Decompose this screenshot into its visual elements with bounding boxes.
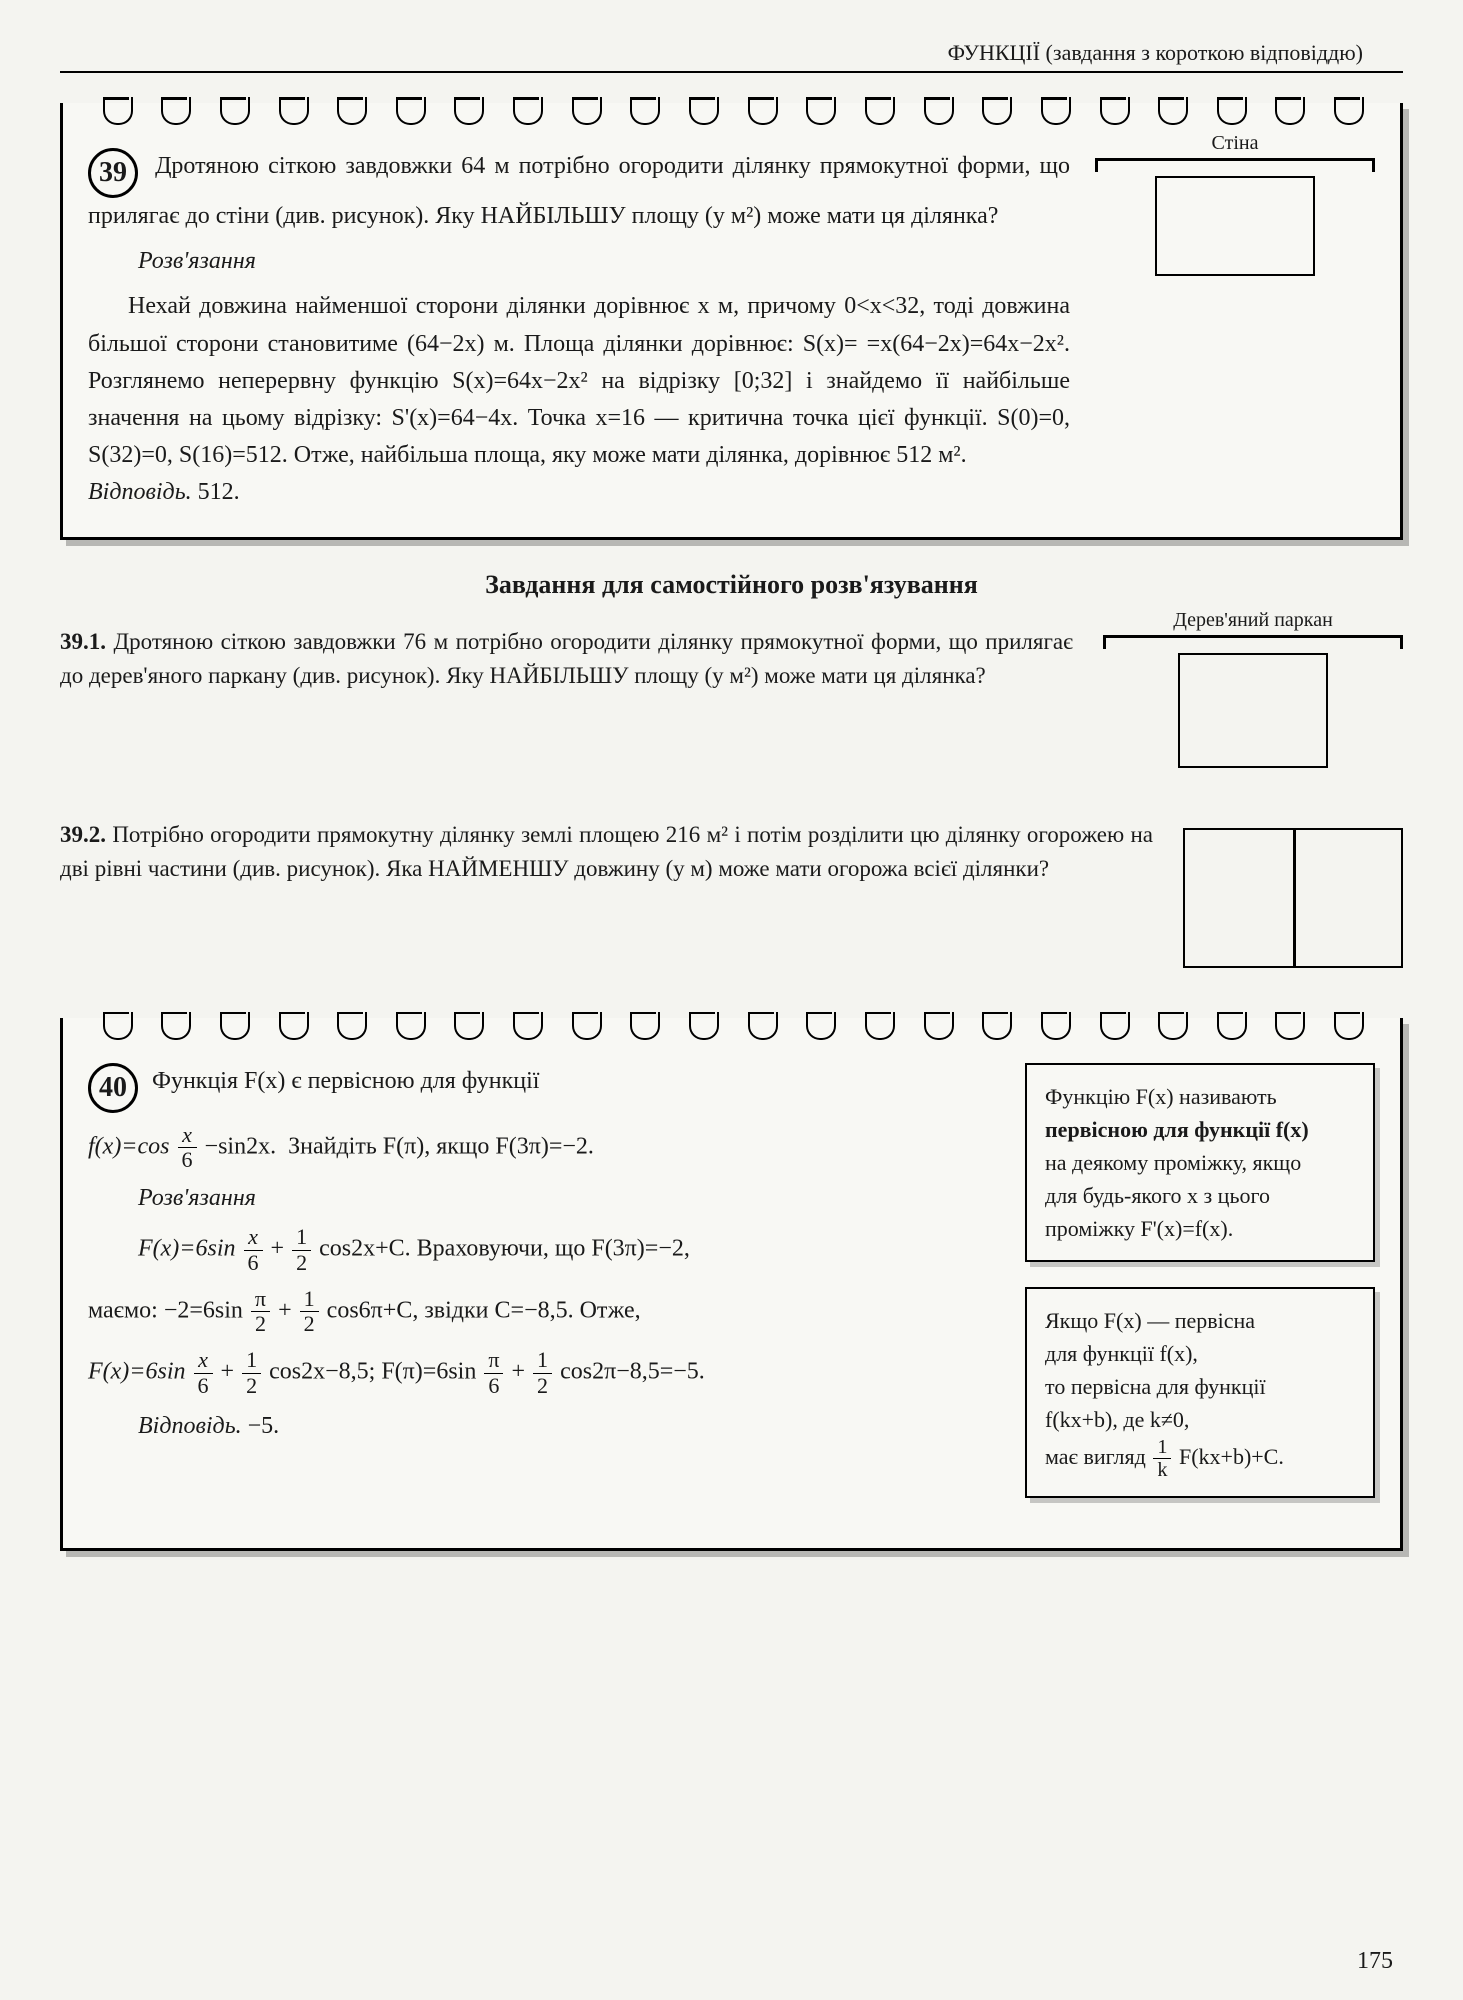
problem-39-1-number: 39.1. [60,629,106,654]
answer-label: Відповідь. [88,479,192,505]
note1-l2: первісною для функції f(x) [1045,1117,1309,1142]
problem-39-1-text: Дротяною сіткою завдовжки 76 м потрібно … [60,629,1073,689]
problem-39-2: 39.2. Потрібно огородити прямокутну діля… [60,818,1403,993]
problem-39-answer: 512. [198,479,240,505]
note2-l1: Якщо F(x) — первісна [1045,1304,1355,1337]
note-box-2: Якщо F(x) — первісна для функції f(x), т… [1025,1287,1375,1499]
section-title: Завдання для самостійного розв'язування [60,570,1403,600]
note1-l5: проміжку F'(x)=f(x). [1045,1212,1355,1245]
problem-40-statement-prefix: Функція F(x) є первісною для функції [152,1068,539,1094]
figure-39: Стіна [1095,158,1375,276]
page-number: 175 [1357,1948,1393,1975]
problem-39-statement: Дротяною сіткою завдовжки 64 м потрібно … [88,153,1070,229]
solution-label: Розв'язання [138,243,1070,280]
problem-number-40: 40 [88,1063,138,1113]
note2-l5: має вигляд 1k F(kx+b)+C. [1045,1436,1355,1482]
note1-l1: Функцію F(x) називають [1045,1080,1355,1113]
header-subtitle: (завдання з короткою відповіддю) [1046,40,1363,65]
problem-40-box: Функцію F(x) називають первісною для фун… [60,1018,1403,1552]
problem-39-solution: Нехай довжина найменшої сторони ділянки … [88,288,1070,474]
spiral-binding [63,1000,1400,1036]
note1-l3: на деякому проміжку, якщо [1045,1146,1355,1179]
problem-40-answer: −5. [248,1413,280,1439]
figure-39-1: Дерев'яний паркан [1103,635,1403,768]
problem-39-box: 39 Дротяною сіткою завдовжки 64 м потріб… [60,103,1403,540]
note2-l3: то первісна для функції [1045,1370,1355,1403]
problem-39-2-number: 39.2. [60,822,106,847]
note2-l4: f(kx+b), де k≠0, [1045,1403,1355,1436]
figure-39-2 [1183,828,1403,968]
problem-39-1: 39.1. Дротяною сіткою завдовжки 76 м пот… [60,625,1403,793]
figure-39-label: Стіна [1212,132,1259,154]
problem-number-39: 39 [88,148,138,198]
header-topic: ФУНКЦІЇ [948,40,1040,65]
note1-l4: для будь-якого x з цього [1045,1179,1355,1212]
note2-l2: для функції f(x), [1045,1337,1355,1370]
note-box-1: Функцію F(x) називають первісною для фун… [1025,1063,1375,1262]
answer-label-40: Відповідь. [138,1413,242,1439]
figure-39-1-label: Дерев'яний паркан [1173,609,1333,631]
problem-39-2-text: Потрібно огородити прямокутну ділянку зе… [60,822,1153,882]
spiral-binding [63,85,1400,121]
page-header: ФУНКЦІЇ (завдання з короткою відповіддю) [60,30,1403,73]
